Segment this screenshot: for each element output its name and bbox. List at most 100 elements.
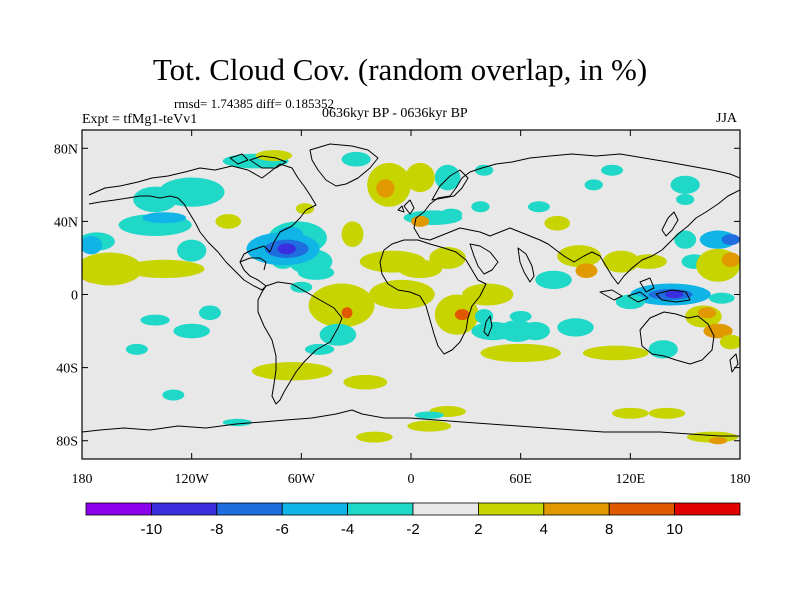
anomaly-region [215,214,242,229]
anomaly-region [429,246,466,269]
anomaly-region [708,437,728,445]
anomaly-region [557,245,602,268]
coastline-eurasia [413,153,740,239]
anomaly-region [308,283,375,328]
anomaly-contours [82,150,740,445]
anomaly-region [454,309,470,321]
anomaly-region [368,279,435,310]
anomaly-region [535,270,572,290]
anomaly-region [398,259,443,279]
coastline-australia [639,311,715,365]
anomaly-region [630,254,667,269]
colorbar-swatch [216,502,283,516]
anomaly-region [697,307,717,319]
anomaly-region [343,374,388,390]
coastline-gulf [239,257,267,271]
anomaly-region [474,164,494,176]
experiment-label: Expt = tfMg1-teVv1 [82,112,198,127]
coastline-scandinavia [431,169,469,201]
anomaly-region [721,234,740,246]
anomaly-region [601,164,624,176]
anomaly-region [648,340,678,359]
anomaly-region [198,305,221,321]
anomaly-region [582,345,649,361]
anomaly-region [544,215,571,231]
anomaly-region [177,239,207,262]
anomaly-region [304,343,335,355]
map-title: Tot. Cloud Cov. (random overlap, in %) [152,52,648,87]
anomaly-region [407,420,452,432]
coastline-antarctica [82,409,740,437]
anomaly-region [584,179,603,191]
colorbar-swatch [85,502,152,516]
lat-tick-label: 40S [56,362,78,377]
anomaly-region [142,212,187,224]
anomaly-region [471,201,490,213]
colorbar-swatch [674,502,741,516]
anomaly-region [676,193,695,205]
lon-tick-label: 60W [288,472,316,487]
coastline-asia-pacific [419,189,740,285]
anomaly-region [297,265,335,280]
anomaly-region [509,310,532,322]
coastline-north-america [88,163,317,291]
coastline-south-america [257,281,343,405]
lon-tick-label: 60E [509,472,532,487]
anomaly-region [173,323,210,339]
colorbar-label: -2 [406,521,419,538]
coastline-new-zealand [729,353,739,373]
coastlines [82,143,740,437]
coastline-british-isles [397,199,415,215]
anomaly-region [670,175,700,194]
colorbar-swatch [477,502,545,516]
anomaly-region [255,150,293,162]
anomaly-region [411,215,430,227]
lat-tick-label: 80N [54,142,78,157]
colorbar-swatch [281,502,349,516]
lat-tick-label: 40N [54,215,78,230]
anomaly-region [719,334,740,350]
coastline-japan [661,211,679,237]
anomaly-region [277,243,296,255]
axis-ticks: 180 120W 60W 0 60E 120E 180 80N 40N 0 40S 80S [54,130,751,487]
colorbar-swatch [543,502,610,516]
anomaly-region [471,321,516,341]
anomaly-region [251,362,333,381]
coastline-greenland [309,143,379,187]
coastline-madagascar [483,315,493,337]
anomaly-region [341,307,353,319]
colorbar-label: -6 [276,521,289,538]
anomaly-region [414,411,444,419]
anomaly-region [295,203,315,215]
colorbar-swatch [412,502,479,516]
anomaly-region [612,407,649,419]
anomaly-region [82,236,103,255]
anomaly-region [708,292,735,304]
coastline-india [517,247,535,283]
colorbar-label: -8 [210,521,223,538]
lat-tick-label: 80S [56,435,78,450]
lon-tick-label: 120W [175,472,210,487]
anomaly-region [703,323,733,339]
coastline-indonesia [599,277,691,303]
colorbar-label: -4 [341,521,354,538]
coastline-arabia [469,243,499,275]
anomaly-region [319,323,357,346]
anomaly-region [440,208,463,220]
anomaly-region [648,407,686,419]
lon-tick-label: 120E [616,472,646,487]
colorbar-label: 8 [605,521,613,538]
period-label: 0636kyr BP - 0636kyr BP [322,106,468,121]
anomaly-region [474,309,494,324]
anomaly-region [82,252,143,286]
anomaly-region [356,431,393,443]
colorbar-swatch [150,502,218,516]
anomaly-region [615,294,645,310]
anomaly-region [674,230,697,249]
colorbar-label: 2 [474,521,482,538]
colorbar-swatch [608,502,676,516]
anomaly-region [125,343,148,355]
anomaly-region [290,281,313,293]
colorbar-label: -10 [141,521,163,538]
